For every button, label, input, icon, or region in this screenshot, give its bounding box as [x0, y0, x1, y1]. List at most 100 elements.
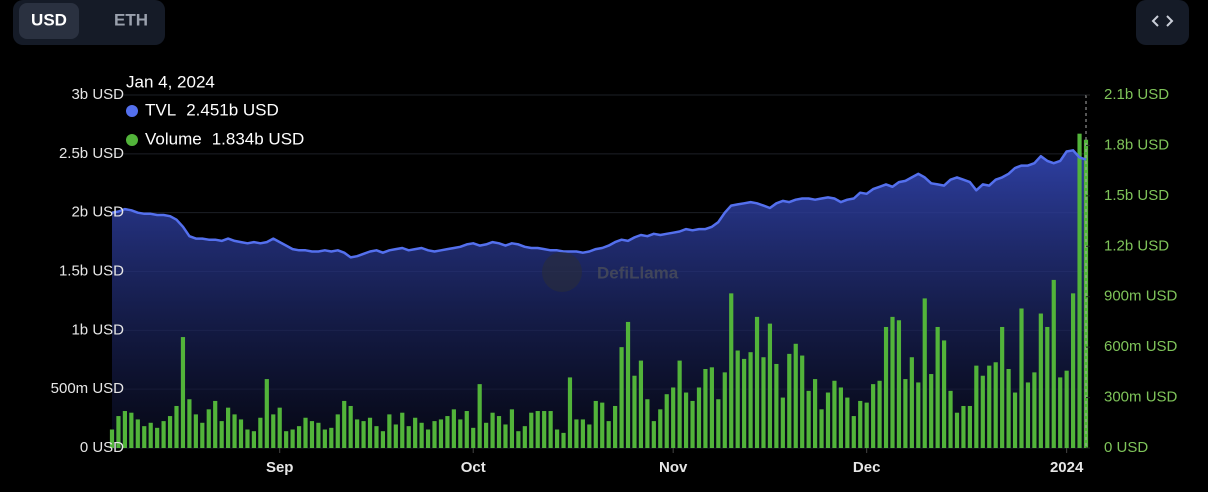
volume-bar — [845, 397, 850, 448]
volume-bar — [729, 293, 734, 448]
toggle-eth[interactable]: ETH — [114, 10, 148, 29]
volume-bar — [683, 392, 689, 448]
volume-bar — [413, 417, 418, 448]
volume-bar — [554, 429, 560, 448]
volume-bar — [1012, 392, 1018, 448]
volume-bar — [1006, 368, 1011, 448]
volume-bar — [161, 421, 166, 448]
embed-button[interactable] — [1136, 0, 1189, 45]
volume-bar — [606, 421, 611, 448]
volume-bar — [767, 323, 773, 448]
embed-icon — [1151, 15, 1174, 27]
volume-bar — [877, 380, 882, 448]
volume-bar — [142, 426, 147, 448]
volume-bar — [516, 431, 521, 448]
volume-bar — [284, 431, 289, 448]
volume-bar — [367, 417, 373, 448]
volume-bar — [961, 405, 966, 448]
volume-bar — [696, 387, 702, 448]
y2-tick-label: 600m USD — [1104, 338, 1178, 355]
volume-bar — [793, 343, 798, 448]
tooltip-title: Jan 4, 2024 — [126, 72, 215, 91]
volume-bar — [974, 365, 979, 448]
volume-bar — [264, 379, 269, 448]
volume-bar — [464, 411, 469, 448]
volume-bar — [535, 411, 540, 448]
x-tick-label: Oct — [461, 459, 486, 476]
volume-bar — [722, 372, 727, 448]
volume-bar — [213, 400, 218, 448]
volume-bar — [638, 360, 644, 448]
x-tick-label: Nov — [659, 459, 688, 476]
volume-bar — [754, 316, 760, 448]
tooltip-name: Volume — [145, 129, 202, 148]
volume-bar — [890, 316, 895, 448]
volume-bar — [355, 419, 360, 448]
x-tick-label: 2024 — [1050, 459, 1084, 476]
volume-bar — [122, 411, 127, 448]
volume-bar — [574, 419, 579, 448]
volume-bar — [948, 390, 953, 448]
volume-bar — [580, 419, 585, 448]
tooltip-value: 2.451b USD — [186, 100, 279, 119]
y2-tick-label: 900m USD — [1104, 288, 1178, 305]
volume-bar — [1058, 377, 1063, 448]
volume-bar — [593, 400, 598, 448]
volume-bar — [800, 355, 805, 448]
volume-bar — [393, 424, 398, 448]
axes: 0 USD 500m USD 1b USD 1.5b USD 2b USD 2.5b US… — [51, 86, 1178, 476]
volume-bar — [812, 379, 818, 448]
x-tick-label: Dec — [853, 459, 881, 476]
volume-bar — [503, 424, 508, 448]
volume-bar — [180, 337, 186, 448]
watermark: DefiLlama — [597, 263, 679, 282]
y2-tick-label: 0 USD — [1104, 439, 1148, 456]
volume-bar — [477, 384, 482, 448]
volume-bar — [322, 429, 327, 448]
volume-bar — [645, 399, 650, 448]
volume-bar — [445, 416, 450, 448]
volume-bar — [742, 358, 747, 448]
x-tick-label: Sep — [266, 459, 294, 476]
y2-tick-label: 1.2b USD — [1104, 237, 1169, 254]
volume-bar — [303, 417, 308, 448]
volume-bar — [271, 414, 276, 448]
volume-bar — [400, 412, 405, 448]
volume-bar — [490, 412, 495, 448]
volume-bar — [135, 419, 140, 448]
volume-bar — [458, 419, 463, 448]
volume-bar — [851, 416, 856, 448]
volume-bar — [529, 412, 534, 448]
volume-bar — [116, 416, 121, 448]
toggle-active[interactable] — [19, 3, 79, 39]
volume-bar — [735, 350, 740, 448]
tooltip-name: TVL — [145, 100, 176, 119]
volume-bar — [335, 414, 340, 448]
volume-bar — [619, 347, 624, 448]
volume-bar — [251, 431, 257, 448]
volume-bar — [309, 421, 315, 448]
volume-bar — [438, 419, 444, 448]
y-tick-label: 3b USD — [71, 86, 124, 103]
volume-bar — [922, 298, 927, 448]
plot — [109, 95, 1089, 449]
volume-bar — [954, 412, 960, 448]
volume-bar — [348, 405, 353, 448]
volume-bar — [987, 365, 992, 448]
volume-bar — [703, 368, 708, 448]
y-tick-label: 1b USD — [71, 321, 124, 338]
volume-bar — [290, 429, 295, 448]
tooltip-value: 1.834b USD — [212, 129, 305, 148]
volume-bar — [909, 357, 914, 448]
volume-bar — [941, 340, 947, 448]
volume-bar — [1019, 308, 1024, 448]
toggle-usd[interactable]: USD — [31, 10, 67, 29]
volume-bar — [567, 377, 573, 448]
volume-bar — [651, 421, 656, 448]
volume-bar — [226, 407, 231, 448]
y-tick-label: 500m USD — [51, 380, 125, 397]
volume-bar — [425, 429, 431, 448]
volume-bar — [838, 387, 843, 448]
tooltip-dot — [126, 105, 138, 117]
